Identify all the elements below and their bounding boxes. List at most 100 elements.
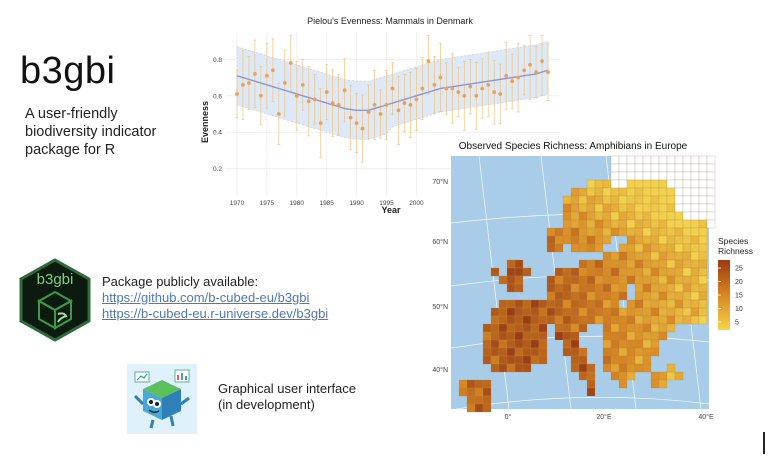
map-cell: [506, 363, 516, 373]
map-cell: [690, 235, 700, 245]
map-cell: [642, 299, 652, 309]
map-cell: [690, 195, 700, 205]
map-cell: [594, 203, 604, 213]
map-cell: [554, 227, 564, 237]
map-cell: [626, 259, 636, 269]
map-cell: [594, 227, 604, 237]
evenness-point: [444, 86, 449, 91]
map-cell: [618, 331, 628, 341]
map-cell: [682, 243, 692, 253]
map-cell: [578, 355, 588, 365]
map-cell: [498, 307, 508, 317]
map-cell: [602, 195, 612, 205]
map-cell: [698, 307, 708, 317]
map-cell: [666, 307, 676, 317]
map-cell: [690, 243, 700, 253]
runiverse-link[interactable]: https://b-cubed-eu.r-universe.dev/b3gbi: [102, 306, 329, 321]
map-cell: [706, 179, 716, 189]
map-cell: [602, 307, 612, 317]
map-cell: [546, 283, 556, 293]
map-cell: [602, 347, 612, 357]
map-cell: [618, 275, 628, 285]
evenness-point: [324, 90, 329, 95]
map-cell: [482, 355, 492, 365]
map-cell: [658, 203, 668, 213]
map-cell: [530, 339, 540, 349]
map-cell: [554, 243, 564, 253]
map-cell: [626, 243, 636, 253]
map-title: Observed Species Richness: Amphibians in…: [459, 141, 688, 152]
map-cell: [650, 187, 660, 197]
evenness-point: [288, 61, 293, 65]
map-cell: [498, 347, 508, 357]
map-cell: [514, 355, 524, 365]
map-cell: [674, 299, 684, 309]
map-cell: [482, 347, 492, 357]
map-cell: [626, 227, 636, 237]
map-cell: [522, 347, 532, 357]
map-cell: [618, 355, 628, 365]
legend-title-line-1: Species: [718, 236, 748, 246]
map-cell: [666, 203, 676, 213]
map-cell: [538, 331, 548, 341]
map-cell: [650, 371, 660, 381]
map-cell: [562, 347, 572, 357]
map-cell: [706, 187, 716, 197]
map-cell: [690, 155, 700, 165]
map-cell: [658, 307, 668, 317]
map-cell: [586, 283, 596, 293]
map-cell: [586, 379, 596, 389]
map-cell: [610, 307, 620, 317]
package-info: Package publicly available: https://gith…: [102, 274, 328, 322]
map-cell: [642, 211, 652, 221]
map-cell: [634, 227, 644, 237]
map-cell: [626, 307, 636, 317]
map-cell: [610, 195, 620, 205]
map-cell: [610, 275, 620, 285]
map-cell: [618, 323, 628, 333]
map-cell: [490, 347, 500, 357]
map-cell: [482, 331, 492, 341]
map-cell: [610, 347, 620, 357]
map-cell: [466, 395, 476, 405]
gui-line-2: (in development): [218, 397, 315, 412]
evenness-point: [516, 75, 521, 80]
evenness-point: [276, 112, 281, 116]
map-cell: [650, 331, 660, 341]
map-cell: [626, 163, 636, 173]
map-cell: [530, 331, 540, 341]
evenness-chart-title: Pielou's Evenness: Mammals in Denmark: [307, 16, 473, 26]
evenness-point: [528, 62, 532, 67]
map-cell: [554, 323, 564, 333]
map-cell: [562, 315, 572, 325]
map-cell: [610, 331, 620, 341]
map-cell: [602, 315, 612, 325]
map-cell: [546, 291, 556, 301]
map-cell: [634, 243, 644, 253]
map-cell: [634, 171, 644, 181]
gui-mascot-image: [127, 364, 197, 434]
map-cell: [658, 267, 668, 277]
map-cell: [634, 163, 644, 173]
map-cell: [634, 203, 644, 213]
legend-tick-label: 20: [735, 279, 743, 286]
map-cell: [578, 371, 588, 381]
map-cell: [514, 267, 524, 277]
map-cell: [634, 195, 644, 205]
map-cell: [682, 171, 692, 181]
map-cell: [634, 275, 644, 285]
map-cell: [634, 155, 644, 165]
map-cell: [618, 307, 628, 317]
map-cell: [530, 323, 540, 333]
map-cell: [690, 171, 700, 181]
map-cell: [618, 219, 628, 229]
evenness-point: [462, 93, 467, 98]
map-cell: [674, 171, 684, 181]
map-cell: [626, 187, 636, 197]
legend-tick-label: 5: [735, 319, 739, 326]
map-cell: [642, 243, 652, 253]
evenness-point: [336, 102, 341, 107]
map-cell: [522, 355, 532, 365]
map-cell: [642, 195, 652, 205]
github-link[interactable]: https://github.com/b-cubed-eu/b3gbi: [102, 290, 310, 305]
